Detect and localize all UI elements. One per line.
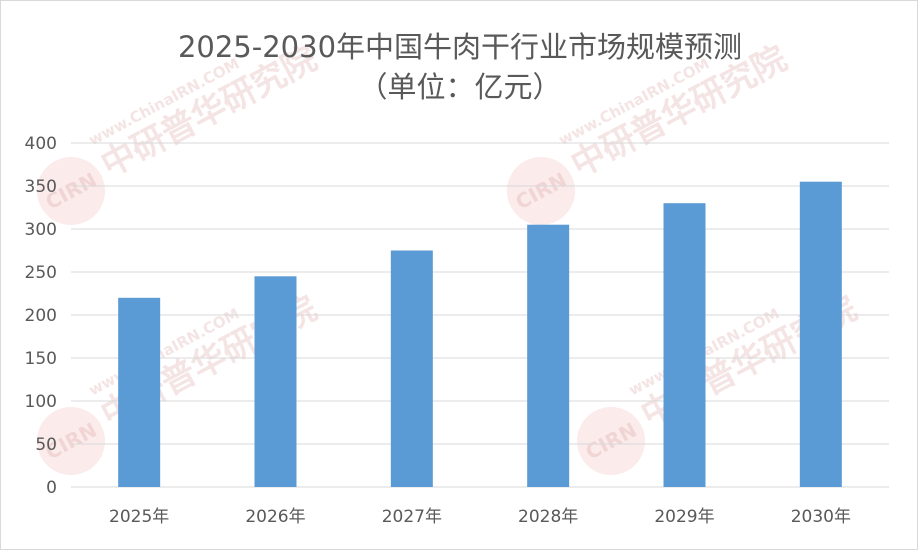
bar [527, 224, 570, 487]
x-tick-label: 2030年 [791, 507, 851, 527]
y-tick-label: 350 [25, 177, 57, 197]
y-tick-label: 200 [25, 306, 57, 326]
y-tick-label: 50 [35, 435, 57, 455]
bar [390, 250, 433, 487]
y-axis-ticks: 0 50 100 150 200 250 300 350 400 [25, 134, 57, 498]
bar [118, 297, 161, 487]
watermark-logo-icon [37, 407, 105, 475]
x-tick-label: 2029年 [654, 507, 714, 527]
x-tick-label: 2028年 [518, 507, 578, 527]
x-tick-label: 2026年 [245, 507, 305, 527]
watermark-logo-icon [577, 407, 645, 475]
bar [663, 203, 706, 487]
chart-title: 2025-2030年中国牛肉干行业市场规模预测 [178, 30, 742, 64]
bar [799, 181, 842, 487]
bar-series [118, 181, 842, 487]
y-tick-label: 150 [25, 349, 57, 369]
y-tick-label: 100 [25, 392, 57, 412]
y-tick-label: 300 [25, 220, 57, 240]
chart-subtitle: （单位：亿元） [358, 70, 561, 104]
x-axis-ticks: 2025年 2026年 2027年 2028年 2029年 2030年 [109, 507, 851, 527]
y-tick-label: 0 [46, 478, 57, 498]
y-tick-label: 250 [25, 263, 57, 283]
x-tick-label: 2025年 [109, 507, 169, 527]
gridlines [71, 142, 889, 488]
bar [254, 276, 297, 487]
x-tick-label: 2027年 [382, 507, 442, 527]
watermark-logo-icon [37, 157, 105, 225]
y-tick-label: 400 [25, 134, 57, 154]
watermark-logo-icon [507, 157, 575, 225]
